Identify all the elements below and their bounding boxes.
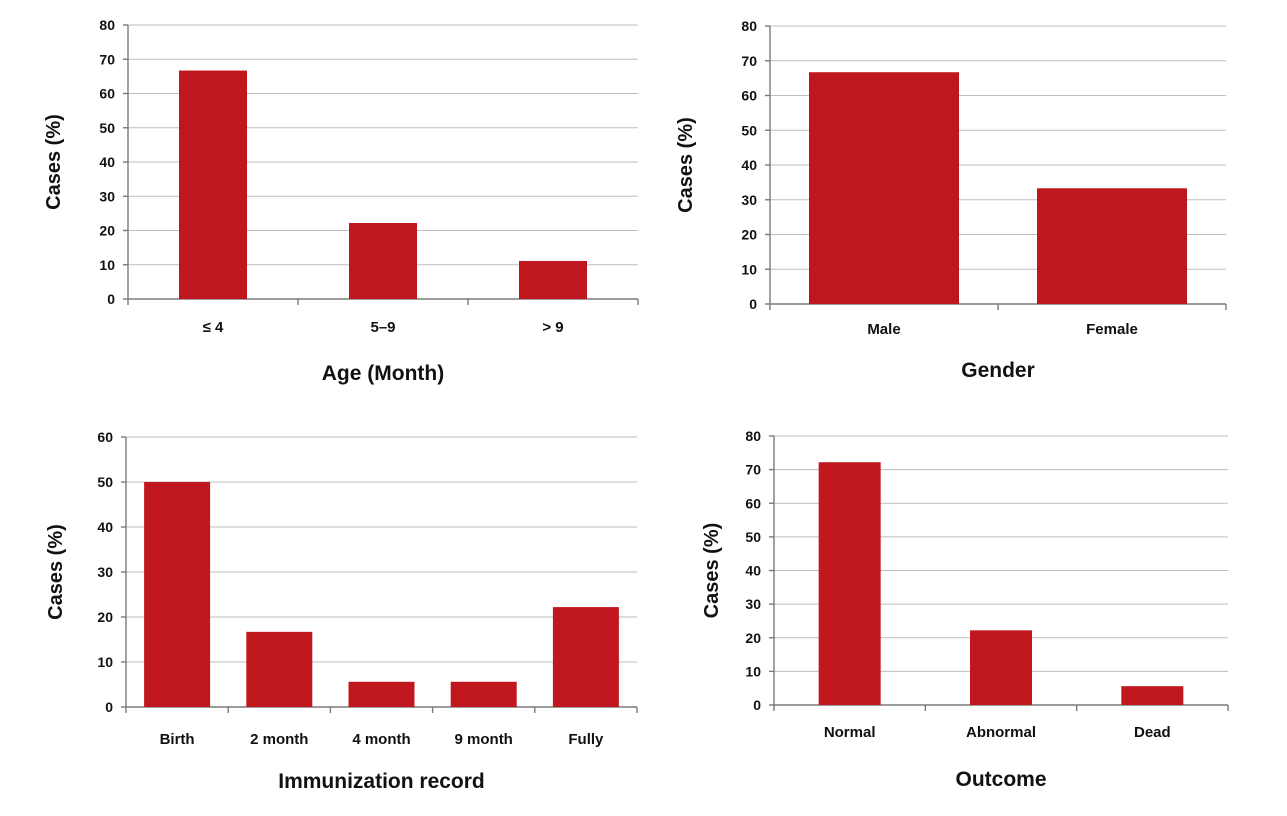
x-tick-label: 9 month: [455, 731, 513, 748]
bar-age-0: [179, 70, 247, 300]
x-tick-label: > 9: [542, 319, 563, 336]
y-tick-label: 60: [97, 429, 113, 445]
x-axis-title: Immunization record: [278, 770, 485, 793]
y-tick-label: 40: [97, 519, 113, 535]
y-tick-label: 10: [99, 257, 115, 273]
x-tick-label: Male: [867, 321, 900, 338]
y-tick-label: 30: [745, 596, 761, 612]
x-tick-label: Abnormal: [966, 724, 1036, 741]
y-tick-label: 60: [99, 86, 115, 102]
y-tick-label: 20: [741, 227, 757, 243]
bar-gender-0: [809, 72, 959, 304]
x-tick-label: Fully: [568, 731, 604, 748]
y-tick-label: 50: [745, 529, 761, 545]
y-tick-label: 70: [741, 53, 757, 69]
y-tick-label: 80: [741, 18, 757, 34]
bar-age-1: [349, 222, 417, 299]
y-axis-title: Cases (%): [45, 524, 67, 620]
bar-outcome-0: [818, 462, 881, 705]
bar-outcome-1: [970, 630, 1032, 705]
x-tick-label: Female: [1086, 321, 1138, 338]
bar-outcome-2: [1121, 686, 1184, 705]
y-tick-label: 60: [745, 495, 761, 511]
x-tick-label: Birth: [160, 731, 195, 748]
bar-gender-1: [1037, 188, 1187, 304]
y-tick-label: 10: [741, 261, 757, 277]
y-tick-label: 50: [741, 122, 757, 138]
y-tick-label: 10: [97, 654, 113, 670]
bar-immunization-1: [246, 631, 313, 707]
bar-immunization-0: [144, 482, 211, 707]
y-axis-title: Cases (%): [675, 117, 697, 213]
bar-immunization-4: [552, 607, 619, 707]
x-tick-label: Normal: [824, 724, 876, 741]
y-tick-label: 80: [99, 17, 115, 33]
y-tick-label: 30: [741, 192, 757, 208]
y-tick-label: 60: [741, 88, 757, 104]
x-tick-label: 4 month: [352, 731, 410, 748]
x-axis-title: Age (Month): [322, 362, 444, 385]
y-axis-title: Cases (%): [701, 523, 723, 619]
x-tick-label: Dead: [1134, 724, 1171, 741]
x-tick-label: 2 month: [250, 731, 308, 748]
x-tick-label: 5–9: [370, 319, 395, 336]
y-tick-label: 30: [97, 564, 113, 580]
bar-age-2: [519, 260, 587, 299]
y-tick-label: 0: [749, 296, 757, 312]
y-tick-label: 20: [745, 630, 761, 646]
bar-immunization-3: [450, 681, 517, 707]
y-tick-label: 0: [105, 699, 113, 715]
y-tick-label: 20: [99, 223, 115, 239]
x-tick-label: ≤ 4: [203, 319, 224, 336]
y-tick-label: 70: [745, 462, 761, 478]
x-axis-title: Outcome: [955, 768, 1046, 791]
y-axis-title: Cases (%): [43, 114, 65, 210]
y-tick-label: 20: [97, 609, 113, 625]
y-tick-label: 40: [745, 563, 761, 579]
y-tick-label: 40: [99, 154, 115, 170]
y-tick-label: 10: [745, 663, 761, 679]
y-tick-label: 80: [745, 428, 761, 444]
y-tick-label: 0: [753, 697, 761, 713]
bar-immunization-2: [348, 681, 415, 707]
y-tick-label: 40: [741, 157, 757, 173]
y-tick-label: 0: [107, 291, 115, 307]
y-tick-label: 50: [99, 120, 115, 136]
y-tick-label: 70: [99, 51, 115, 67]
y-tick-label: 30: [99, 188, 115, 204]
x-axis-title: Gender: [961, 359, 1035, 382]
y-tick-label: 50: [97, 474, 113, 490]
